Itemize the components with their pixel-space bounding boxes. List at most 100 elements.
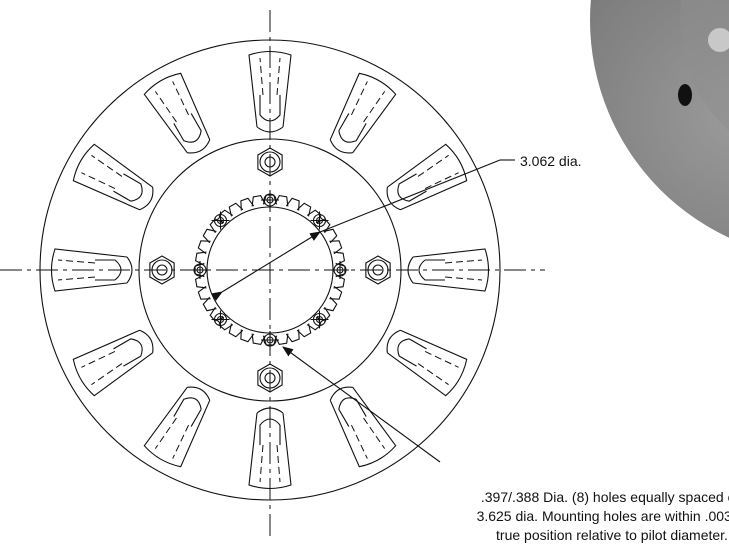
slot-hidden <box>350 81 386 123</box>
slot-outline <box>72 329 154 397</box>
nut-bore <box>372 264 384 276</box>
slot-inner <box>173 113 202 143</box>
gear-tooth <box>274 194 289 207</box>
slot-outline <box>72 143 154 211</box>
note-line: .397/.388 Dia. (8) holes equally spaced … <box>481 489 729 505</box>
gear-tooth <box>285 197 300 211</box>
gear-tooth <box>228 202 244 217</box>
middle-circle <box>138 138 402 402</box>
slot <box>386 329 468 397</box>
nut-bore <box>264 372 276 384</box>
slot <box>407 248 490 292</box>
slot-outline <box>329 386 397 468</box>
slot-hidden <box>444 259 483 281</box>
outer-circle <box>39 39 501 501</box>
hex-nut <box>365 255 391 285</box>
hex-nut <box>257 147 283 177</box>
slot-hidden <box>259 444 281 483</box>
gear-tooth <box>296 323 312 338</box>
product-photo <box>590 0 729 238</box>
gear-tooth <box>197 285 211 300</box>
nut-bore <box>156 264 168 276</box>
nut-washer <box>367 259 389 281</box>
slot-outline <box>329 72 397 154</box>
note-leader <box>282 346 441 463</box>
slot-hidden <box>154 81 190 123</box>
gear-tooth <box>251 194 266 207</box>
slot-hidden <box>350 417 386 459</box>
slot-outline <box>386 329 468 397</box>
slot-inner <box>113 338 143 367</box>
gear-tooth <box>285 329 300 343</box>
hole-cross <box>261 191 279 209</box>
gear-tooth <box>202 296 217 312</box>
slot-outline <box>248 407 292 490</box>
gear-tooth <box>333 251 346 266</box>
slot-inner <box>338 113 367 143</box>
slot-hidden <box>81 350 123 386</box>
gear-tooth <box>202 228 217 244</box>
slot <box>329 72 397 154</box>
slot <box>143 72 211 154</box>
slot-inner <box>397 173 427 202</box>
nut-washer <box>259 367 281 389</box>
dimension-label: 3.062 dia. <box>520 153 582 169</box>
slot-inner <box>418 259 445 281</box>
slot-outline <box>50 248 133 292</box>
slot-hidden <box>259 57 281 96</box>
gear-tooth <box>274 333 289 346</box>
slot <box>329 386 397 468</box>
slot-outline <box>386 143 468 211</box>
slot <box>386 143 468 211</box>
note-line: true position relative to pilot diameter… <box>496 527 728 543</box>
slot <box>248 407 292 490</box>
slot-inner <box>173 397 202 427</box>
gear-tooth <box>194 274 207 289</box>
slot-inner <box>259 95 281 122</box>
slot-inner <box>397 338 427 367</box>
slot <box>72 329 154 397</box>
slot-hidden <box>417 154 459 190</box>
slot <box>248 50 292 133</box>
slot-outline <box>143 386 211 468</box>
gear-tooth <box>329 285 343 300</box>
hole-cross <box>261 331 279 349</box>
note-line: 3.625 dia. Mounting holes are within .00… <box>477 508 729 524</box>
nut-washer <box>151 259 173 281</box>
hole-cross <box>191 261 209 279</box>
nut-washer <box>259 151 281 173</box>
hole-cross <box>211 310 230 329</box>
hole-cross <box>211 211 230 230</box>
slot-inner <box>95 259 122 281</box>
hole-cross <box>331 261 349 279</box>
dimension: 3.062 dia. <box>211 153 582 301</box>
gear-tooth <box>333 274 346 289</box>
slot-outline <box>143 72 211 154</box>
slot-inner <box>259 418 281 445</box>
slot-outline <box>407 248 490 292</box>
slot-hidden <box>81 154 123 190</box>
slot <box>50 248 133 292</box>
slot-outline <box>248 50 292 133</box>
slot-hidden <box>417 350 459 386</box>
gear-tooth <box>323 296 338 312</box>
gear-tooth <box>296 202 312 217</box>
slot-inner <box>113 173 143 202</box>
hex-nut <box>257 363 283 393</box>
gear-tooth <box>329 240 343 255</box>
hole-cross <box>310 310 329 329</box>
slot-hidden <box>57 259 96 281</box>
gear-tooth <box>194 251 207 266</box>
gear-tooth <box>240 329 255 343</box>
gear-tooth <box>228 323 244 338</box>
gear-tooth <box>323 228 338 244</box>
slot-hidden <box>154 417 190 459</box>
slot <box>72 143 154 211</box>
gear-tooth <box>240 197 255 211</box>
nut-bore <box>264 156 276 168</box>
gear-tooth <box>251 333 266 346</box>
gear-tooth <box>197 240 211 255</box>
hex-nut <box>149 255 175 285</box>
hole-cross <box>310 211 329 230</box>
